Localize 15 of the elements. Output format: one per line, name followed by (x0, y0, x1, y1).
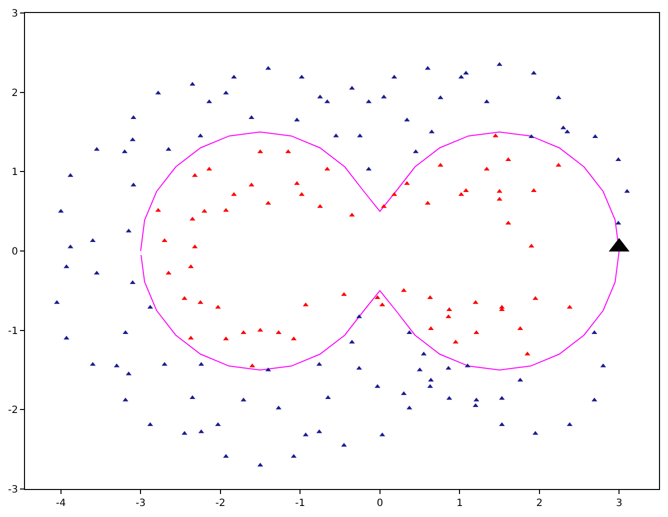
x-tick-label: -2 (215, 498, 226, 509)
x-tick-label: 2 (536, 498, 543, 509)
y-tick-label: 3 (12, 8, 18, 20)
y-tick-label: -1 (8, 326, 18, 337)
x-tick-label: -3 (136, 498, 146, 509)
y-tick-label: 0 (12, 246, 18, 258)
y-tick-label: -2 (8, 405, 18, 416)
y-tick-label: -3 (8, 484, 18, 496)
x-tick-label: -4 (56, 498, 66, 509)
x-tick-label: 3 (616, 498, 622, 509)
x-tick-label: -1 (295, 498, 306, 509)
x-tick-label: 1 (456, 498, 463, 509)
x-tick-label: 0 (376, 498, 384, 509)
y-tick-label: 1 (12, 167, 18, 178)
y-tick-label: 2 (12, 88, 18, 99)
